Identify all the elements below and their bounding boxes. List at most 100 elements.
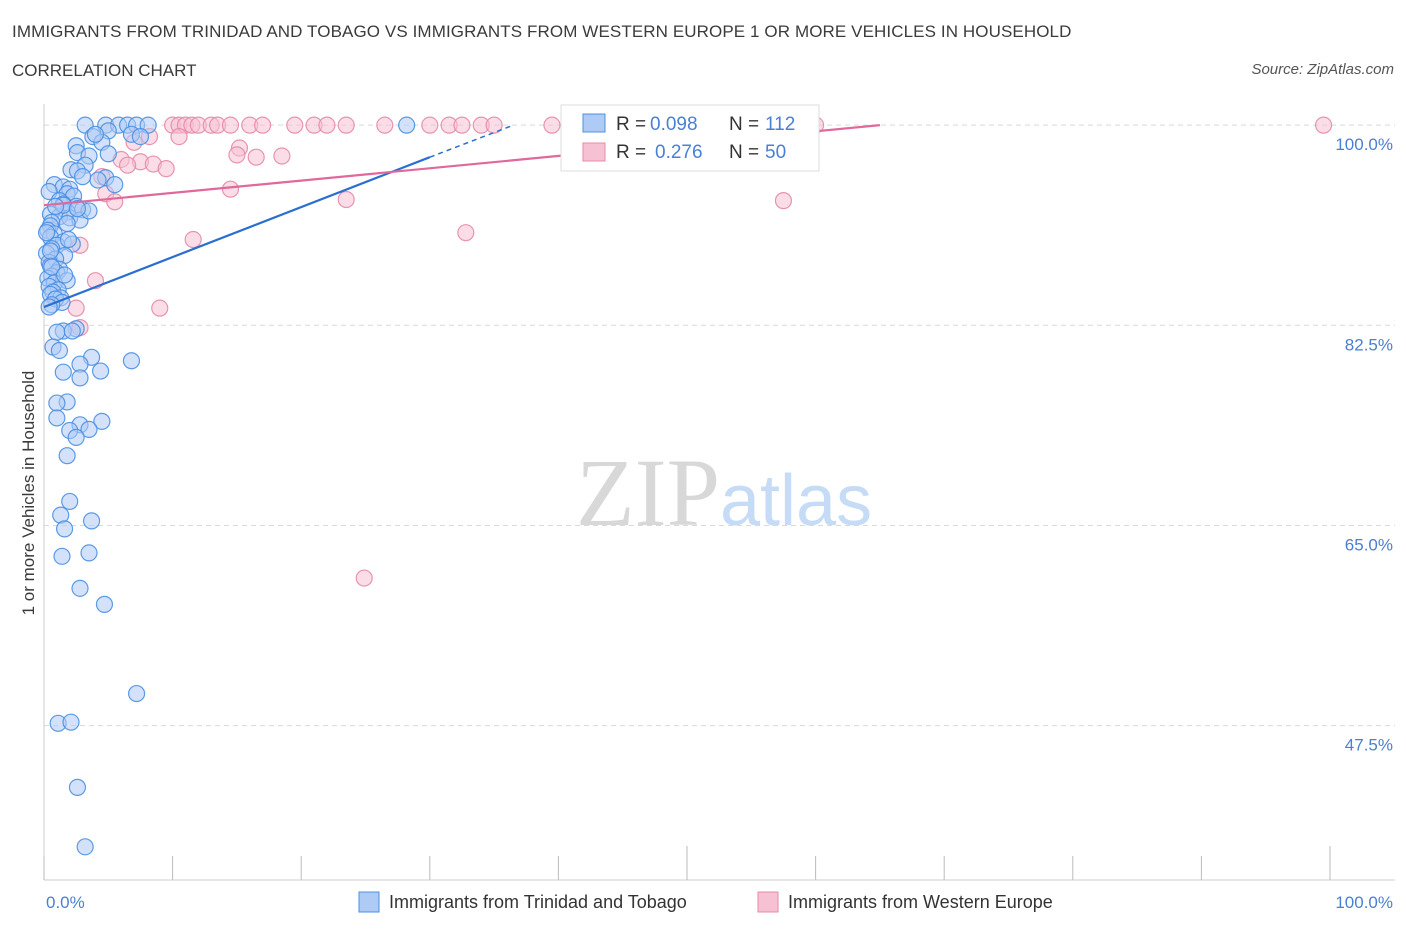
trinidad-point: [127, 684, 146, 703]
series-trinidad-points: [37, 116, 416, 856]
stats-n-value-1: 112: [765, 114, 795, 135]
trinidad-point: [41, 242, 60, 260]
western-europe-point: [106, 193, 124, 211]
trinidad-point: [91, 362, 110, 380]
western-europe-point: [774, 192, 793, 210]
trinidad-point: [53, 547, 71, 565]
trinidad-point: [62, 713, 80, 731]
trinidad-point: [80, 544, 98, 562]
stats-r-value-2: 0.276: [655, 142, 703, 163]
stats-swatch-blue: [582, 113, 606, 133]
trinidad-point: [43, 258, 61, 276]
stats-n-value-2: 50: [765, 142, 786, 163]
stats-r-value-1: 0.098: [650, 114, 698, 135]
stats-n-label-1: N =: [729, 114, 759, 135]
trinidad-point: [99, 145, 117, 163]
trinidad-point: [58, 447, 76, 465]
y-tick-label: 47.5%: [1345, 736, 1393, 755]
trinidad-point: [48, 409, 66, 427]
western-europe-point: [221, 116, 240, 134]
stats-r-label-1: R =: [616, 114, 646, 135]
trinidad-point: [122, 352, 141, 370]
western-europe-point: [318, 116, 336, 134]
stats-n-label-2: N =: [729, 142, 759, 163]
legend: Immigrants from Trinidad and Tobago Immi…: [358, 891, 1053, 913]
trinidad-point: [131, 127, 150, 146]
legend-swatch-blue: [358, 891, 380, 913]
trinidad-point: [93, 412, 111, 430]
trinidad-point: [59, 230, 78, 249]
trinidad-point: [50, 341, 69, 360]
trinidad-point: [55, 520, 74, 538]
trinidad-point: [46, 197, 65, 215]
trinidad-point: [55, 266, 74, 284]
trinidad-point: [48, 323, 66, 341]
western-europe-point: [421, 116, 439, 134]
chart-subtitle: CORRELATION CHART: [12, 61, 197, 80]
western-europe-point: [254, 116, 272, 134]
trinidad-point: [37, 224, 56, 242]
y-tick-label: 100.0%: [1335, 135, 1393, 154]
trinidad-point: [89, 171, 107, 189]
trinidad-point: [40, 298, 58, 316]
western-europe-point: [221, 180, 240, 198]
trinidad-point: [73, 168, 92, 186]
y-axis-label: 1 or more Vehicles in Household: [19, 371, 38, 616]
y-tick-label: 82.5%: [1345, 335, 1393, 354]
western-europe-point: [118, 156, 137, 174]
western-europe-point: [485, 116, 503, 134]
western-europe-point: [184, 230, 202, 249]
stats-swatch-pink: [582, 142, 606, 162]
western-europe-point: [543, 116, 561, 134]
trinidad-point: [106, 176, 124, 194]
trinidad-point: [71, 579, 89, 597]
trinidad-point: [67, 428, 85, 446]
watermark-atlas: atlas: [720, 461, 872, 541]
western-europe-point: [453, 116, 471, 134]
western-europe-point: [1314, 116, 1333, 134]
watermark: ZIP atlas: [576, 439, 872, 546]
source-credit: Source: ZipAtlas.com: [1251, 61, 1394, 78]
trinidad-point: [71, 369, 89, 387]
y-tick-labels: 100.0% 82.5% 65.0% 47.5%: [1335, 135, 1393, 754]
western-europe-point: [170, 127, 188, 146]
x-tick-label: 0.0%: [46, 893, 85, 912]
trinidad-trend-extension: [429, 124, 514, 158]
western-europe-point: [228, 146, 246, 164]
western-europe-point: [247, 148, 265, 166]
trinidad-point: [61, 492, 79, 511]
y-tick-label: 65.0%: [1345, 535, 1393, 554]
legend-swatch-pink: [757, 891, 779, 913]
x-tick-labels: 0.0% 100.0%: [46, 893, 1393, 912]
watermark-zip: ZIP: [576, 439, 720, 546]
western-europe-point: [355, 569, 373, 587]
trinidad-point: [86, 125, 105, 143]
stats-box: R = 0.098 N = 112 R = 0.276 N = 50: [560, 104, 820, 172]
western-europe-point: [273, 147, 291, 165]
legend-label-trinidad: Immigrants from Trinidad and Tobago: [389, 892, 687, 912]
western-europe-point: [337, 190, 355, 209]
western-europe-point: [376, 116, 394, 134]
trinidad-point: [68, 778, 87, 796]
western-europe-point: [337, 116, 355, 134]
legend-label-western-europe: Immigrants from Western Europe: [788, 892, 1053, 912]
trinidad-point: [76, 838, 94, 856]
stats-r-label-2: R =: [616, 142, 646, 163]
trinidad-point: [80, 420, 98, 438]
trinidad-point: [58, 214, 76, 233]
trinidad-point: [63, 322, 81, 340]
trinidad-trend-line: [43, 156, 431, 309]
trinidad-point: [398, 116, 416, 134]
western-europe-point: [157, 160, 175, 178]
trinidad-point: [68, 200, 87, 218]
trinidad-point: [48, 394, 66, 412]
chart-title: IMMIGRANTS FROM TRINIDAD AND TOBAGO VS I…: [12, 22, 1072, 41]
x-tick-label: 100.0%: [1335, 893, 1393, 912]
trinidad-point: [82, 512, 101, 530]
gridlines: [44, 124, 1395, 727]
trinidad-point: [95, 595, 114, 613]
western-europe-point: [457, 224, 475, 242]
trinidad-point: [54, 363, 72, 381]
western-europe-point: [151, 299, 169, 317]
